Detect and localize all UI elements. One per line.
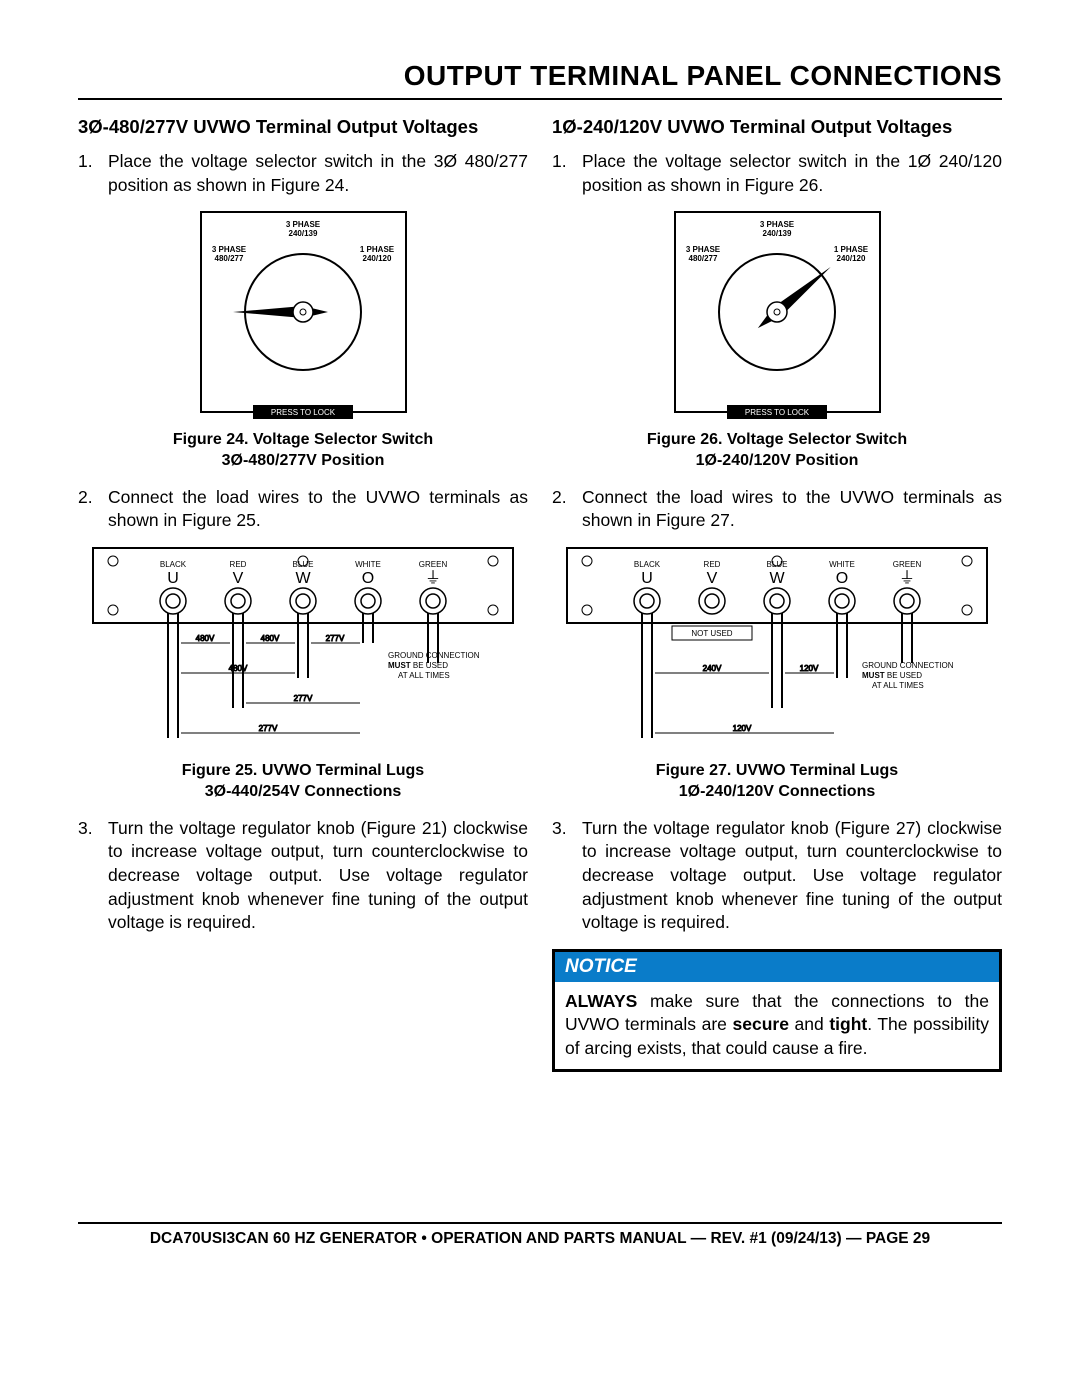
footer-rule bbox=[78, 1222, 1002, 1224]
svg-text:277V: 277V bbox=[294, 694, 313, 703]
svg-text:MUST BE USED: MUST BE USED bbox=[862, 671, 922, 680]
notice-body: ALWAYS make sure that the connections to… bbox=[555, 982, 999, 1069]
svg-text:BLUE: BLUE bbox=[293, 560, 314, 569]
figure-27-diagram: BLACK RED BLUE WHITE GREEN U V W O ⏚ bbox=[552, 543, 1002, 753]
step-text: Place the voltage selector switch in the… bbox=[582, 150, 1002, 197]
right-step-1: 1. Place the voltage selector switch in … bbox=[552, 150, 1002, 197]
svg-text:BLUE: BLUE bbox=[767, 560, 788, 569]
footer-text: DCA70USI3CAN 60 HZ GENERATOR • OPERATION… bbox=[78, 1230, 1002, 1248]
left-step-1: 1. Place the voltage selector switch in … bbox=[78, 150, 528, 197]
svg-text:AT ALL TIMES: AT ALL TIMES bbox=[398, 671, 450, 680]
svg-text:MUST BE USED: MUST BE USED bbox=[388, 661, 448, 670]
svg-text:GROUND CONNECTION: GROUND CONNECTION bbox=[388, 651, 480, 660]
svg-text:O: O bbox=[362, 570, 374, 587]
svg-text:480/277: 480/277 bbox=[688, 254, 717, 263]
svg-text:PRESS TO LOCK: PRESS TO LOCK bbox=[744, 408, 809, 417]
right-step-3: 3. Turn the voltage regulator knob (Figu… bbox=[552, 817, 1002, 935]
svg-text:NOT USED: NOT USED bbox=[691, 629, 732, 638]
svg-text:277V: 277V bbox=[326, 634, 345, 643]
svg-text:GREEN: GREEN bbox=[893, 560, 922, 569]
svg-text:RED: RED bbox=[704, 560, 721, 569]
svg-text:3 PHASE: 3 PHASE bbox=[685, 245, 720, 254]
svg-text:240/139: 240/139 bbox=[288, 229, 317, 238]
page-title: OUTPUT TERMINAL PANEL CONNECTIONS bbox=[78, 60, 1002, 92]
right-step-2: 2. Connect the load wires to the UVWO te… bbox=[552, 486, 1002, 533]
svg-text:W: W bbox=[769, 570, 785, 587]
figure-25-caption: Figure 25. UVWO Terminal Lugs 3Ø-440/254… bbox=[78, 761, 528, 803]
step-number: 1. bbox=[78, 150, 100, 197]
svg-text:240/120: 240/120 bbox=[836, 254, 865, 263]
svg-text:WHITE: WHITE bbox=[829, 560, 855, 569]
svg-text:480/277: 480/277 bbox=[214, 254, 243, 263]
step-number: 2. bbox=[78, 486, 100, 533]
svg-text:⏚: ⏚ bbox=[899, 569, 915, 587]
svg-text:120V: 120V bbox=[800, 664, 819, 673]
svg-text:1 PHASE: 1 PHASE bbox=[833, 245, 868, 254]
svg-text:1 PHASE: 1 PHASE bbox=[359, 245, 394, 254]
svg-text:⏚: ⏚ bbox=[425, 569, 441, 587]
step-number: 2. bbox=[552, 486, 574, 533]
svg-text:277V: 277V bbox=[259, 724, 278, 733]
svg-text:BLACK: BLACK bbox=[634, 560, 661, 569]
svg-text:480V: 480V bbox=[261, 634, 280, 643]
left-step-3: 3. Turn the voltage regulator knob (Figu… bbox=[78, 817, 528, 935]
left-step-2: 2. Connect the load wires to the UVWO te… bbox=[78, 486, 528, 533]
svg-text:240V: 240V bbox=[703, 664, 722, 673]
right-column: 1Ø-240/120V UVWO Terminal Output Voltage… bbox=[552, 116, 1002, 1072]
figure-27-caption: Figure 27. UVWO Terminal Lugs 1Ø-240/120… bbox=[552, 761, 1002, 803]
step-text: Place the voltage selector switch in the… bbox=[108, 150, 528, 197]
svg-text:GROUND CONNECTION: GROUND CONNECTION bbox=[862, 661, 954, 670]
svg-text:240/139: 240/139 bbox=[762, 229, 791, 238]
svg-text:240/120: 240/120 bbox=[362, 254, 391, 263]
svg-text:U: U bbox=[167, 570, 179, 587]
step-text: Turn the voltage regulator knob (Figure … bbox=[108, 817, 528, 935]
selector-switch-icon: PRESS TO LOCK 3 PHASE 240/139 3 PHASE 48… bbox=[201, 212, 406, 419]
step-number: 3. bbox=[78, 817, 100, 935]
svg-text:3 PHASE: 3 PHASE bbox=[285, 220, 320, 229]
svg-text:W: W bbox=[295, 570, 311, 587]
terminal-panel-icon: BLACK RED BLUE WHITE GREEN U V W O ⏚ bbox=[567, 548, 987, 738]
figure-24-caption: Figure 24. Voltage Selector Switch 3Ø-48… bbox=[78, 430, 528, 472]
svg-text:480V: 480V bbox=[196, 634, 215, 643]
figure-24-diagram: PRESS TO LOCK 3 PHASE 240/139 3 PHASE 48… bbox=[78, 207, 528, 422]
svg-text:U: U bbox=[641, 570, 653, 587]
svg-text:120V: 120V bbox=[733, 724, 752, 733]
svg-text:V: V bbox=[233, 570, 244, 587]
svg-text:PRESS TO LOCK: PRESS TO LOCK bbox=[270, 408, 335, 417]
figure-25-diagram: BLACK RED BLUE WHITE GREEN U V W O ⏚ bbox=[78, 543, 528, 753]
svg-text:480V: 480V bbox=[229, 664, 248, 673]
svg-text:AT ALL TIMES: AT ALL TIMES bbox=[872, 681, 924, 690]
svg-text:BLACK: BLACK bbox=[160, 560, 187, 569]
step-text: Connect the load wires to the UVWO termi… bbox=[108, 486, 528, 533]
svg-text:RED: RED bbox=[230, 560, 247, 569]
step-text: Turn the voltage regulator knob (Figure … bbox=[582, 817, 1002, 935]
selector-switch-icon: PRESS TO LOCK 3 PHASE 240/139 3 PHASE 48… bbox=[675, 212, 880, 419]
right-heading: 1Ø-240/120V UVWO Terminal Output Voltage… bbox=[552, 116, 1002, 138]
figure-26-caption: Figure 26. Voltage Selector Switch 1Ø-24… bbox=[552, 430, 1002, 472]
svg-text:O: O bbox=[836, 570, 848, 587]
notice-box: NOTICE ALWAYS make sure that the connect… bbox=[552, 949, 1002, 1072]
left-column: 3Ø-480/277V UVWO Terminal Output Voltage… bbox=[78, 116, 528, 1072]
svg-text:3 PHASE: 3 PHASE bbox=[759, 220, 794, 229]
svg-text:3 PHASE: 3 PHASE bbox=[211, 245, 246, 254]
svg-text:WHITE: WHITE bbox=[355, 560, 381, 569]
svg-text:GREEN: GREEN bbox=[419, 560, 448, 569]
step-number: 1. bbox=[552, 150, 574, 197]
notice-header: NOTICE bbox=[555, 952, 999, 982]
title-rule bbox=[78, 98, 1002, 100]
figure-26-diagram: PRESS TO LOCK 3 PHASE 240/139 3 PHASE 48… bbox=[552, 207, 1002, 422]
step-number: 3. bbox=[552, 817, 574, 935]
left-heading: 3Ø-480/277V UVWO Terminal Output Voltage… bbox=[78, 116, 528, 138]
step-text: Connect the load wires to the UVWO termi… bbox=[582, 486, 1002, 533]
terminal-panel-icon: BLACK RED BLUE WHITE GREEN U V W O ⏚ bbox=[93, 548, 513, 738]
svg-text:V: V bbox=[707, 570, 718, 587]
